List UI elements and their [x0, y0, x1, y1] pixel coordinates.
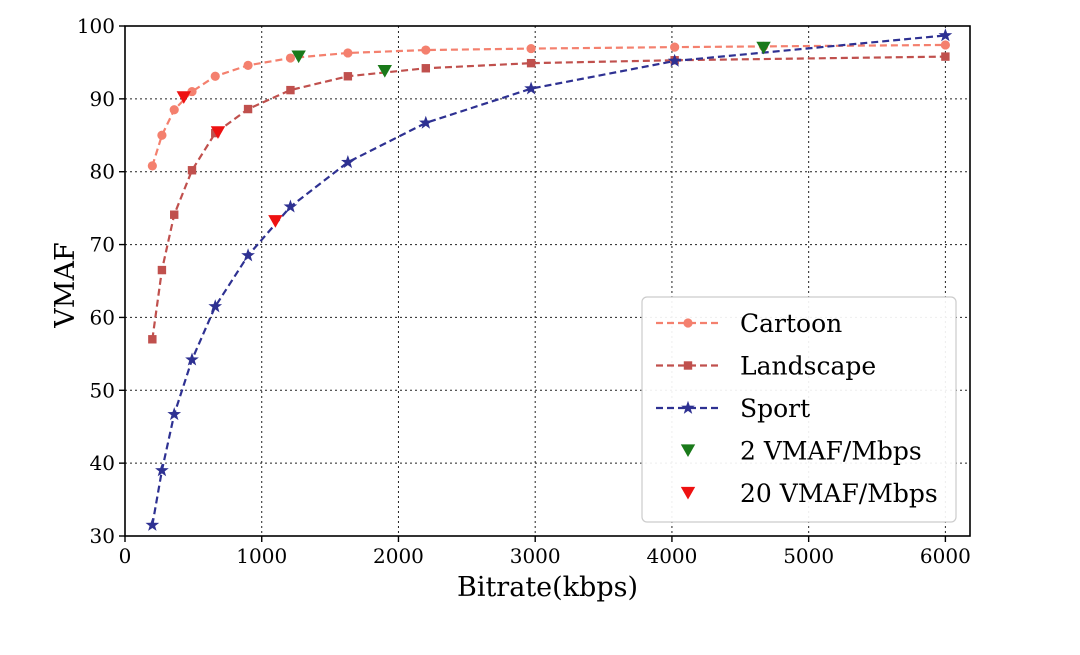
- legend-marker-landscape: [683, 361, 693, 370]
- data-point-landscape: [148, 335, 157, 344]
- data-point-cartoon: [343, 48, 353, 58]
- data-point-landscape: [286, 85, 295, 95]
- data-point-landscape: [941, 52, 950, 61]
- axis-ticks: 0 1000 2000 3000 4000 5000 6000 30 40 50 60 70 80 90 1…: [77, 14, 971, 568]
- data-point-cartoon: [285, 53, 296, 63]
- data-point-sport: [145, 517, 160, 531]
- data-point-20-vmaf-mbps: [268, 215, 283, 228]
- y-tick-label: 60: [90, 305, 115, 329]
- data-point-cartoon: [157, 130, 167, 140]
- data-point-sport: [167, 407, 182, 421]
- legend: Cartoon Landscape Sport 2 VMAF/Mbps 20 VMAF/…: [641, 296, 957, 523]
- legend-label-20-vmaf-mbps: 20 VMAF/Mbps: [740, 479, 938, 508]
- data-point-sport: [938, 28, 953, 42]
- x-tick-label: 2000: [373, 544, 424, 568]
- x-tick-label: 5000: [783, 544, 834, 568]
- data-point-sport: [418, 115, 433, 129]
- data-point-cartoon: [526, 43, 536, 54]
- legend-label-2-vmaf-mbps: 2 VMAF/Mbps: [740, 437, 922, 466]
- data-point-2-vmaf-mbps: [756, 41, 771, 55]
- plot-frame: [124, 25, 971, 537]
- legend-label-sport: Sport: [740, 394, 810, 423]
- series-markers: [145, 28, 953, 531]
- x-tick-label: 0: [119, 544, 132, 568]
- y-tick-label: 50: [90, 378, 115, 402]
- series-line-sport: [151, 34, 946, 526]
- data-point-sport: [667, 53, 682, 67]
- data-point-20-vmaf-mbps: [176, 91, 191, 104]
- data-point-sport: [524, 81, 538, 95]
- data-point-landscape: [421, 64, 431, 73]
- x-tick-label: 1000: [236, 544, 287, 568]
- data-point-landscape: [343, 72, 353, 81]
- legend-box: [641, 296, 957, 523]
- x-tick-label: 6000: [920, 544, 971, 568]
- data-point-cartoon: [187, 86, 197, 97]
- data-point-2-vmaf-mbps: [291, 50, 306, 64]
- data-point-sport: [241, 248, 255, 262]
- x-tick-label: 4000: [646, 544, 697, 568]
- legend-marker-cartoon: [683, 318, 693, 328]
- data-point-landscape: [157, 265, 167, 275]
- x-axis-title: Bitrate(kbps): [457, 572, 638, 603]
- y-tick-label: 40: [90, 451, 115, 475]
- data-point-landscape: [170, 210, 179, 219]
- y-tick-label: 100: [77, 14, 115, 38]
- y-tick-label: 30: [90, 524, 115, 548]
- data-point-20-vmaf-mbps: [210, 126, 226, 139]
- data-point-landscape: [187, 166, 197, 175]
- data-point-cartoon: [147, 161, 157, 171]
- legend-marker-2-vmaf-mbps: [680, 444, 696, 457]
- y-tick-label: 80: [90, 160, 115, 184]
- data-point-cartoon: [243, 60, 253, 70]
- y-tick-label: 90: [90, 87, 115, 111]
- series-line-landscape: [151, 55, 946, 340]
- legend-marker-sport: [681, 400, 695, 414]
- data-point-cartoon: [940, 40, 950, 50]
- legend-marker-20-vmaf-mbps: [680, 486, 696, 500]
- data-point-landscape: [243, 104, 253, 114]
- data-point-sport: [208, 299, 223, 313]
- data-point-cartoon: [169, 105, 179, 115]
- data-point-cartoon: [421, 45, 431, 55]
- data-point-sport: [341, 155, 355, 169]
- legend-label-cartoon: Cartoon: [740, 309, 842, 338]
- data-point-sport: [283, 199, 298, 213]
- data-point-2-vmaf-mbps: [377, 65, 392, 78]
- grid-layer: [125, 26, 970, 536]
- data-point-sport: [155, 463, 169, 477]
- x-tick-label: 3000: [510, 544, 561, 568]
- data-point-sport: [185, 352, 199, 366]
- data-point-cartoon: [670, 42, 680, 52]
- data-point-landscape: [526, 58, 536, 68]
- y-tick-label: 70: [90, 233, 115, 257]
- legend-label-landscape: Landscape: [740, 352, 876, 381]
- data-point-cartoon: [210, 71, 220, 81]
- y-axis-title: VMAF: [50, 242, 81, 328]
